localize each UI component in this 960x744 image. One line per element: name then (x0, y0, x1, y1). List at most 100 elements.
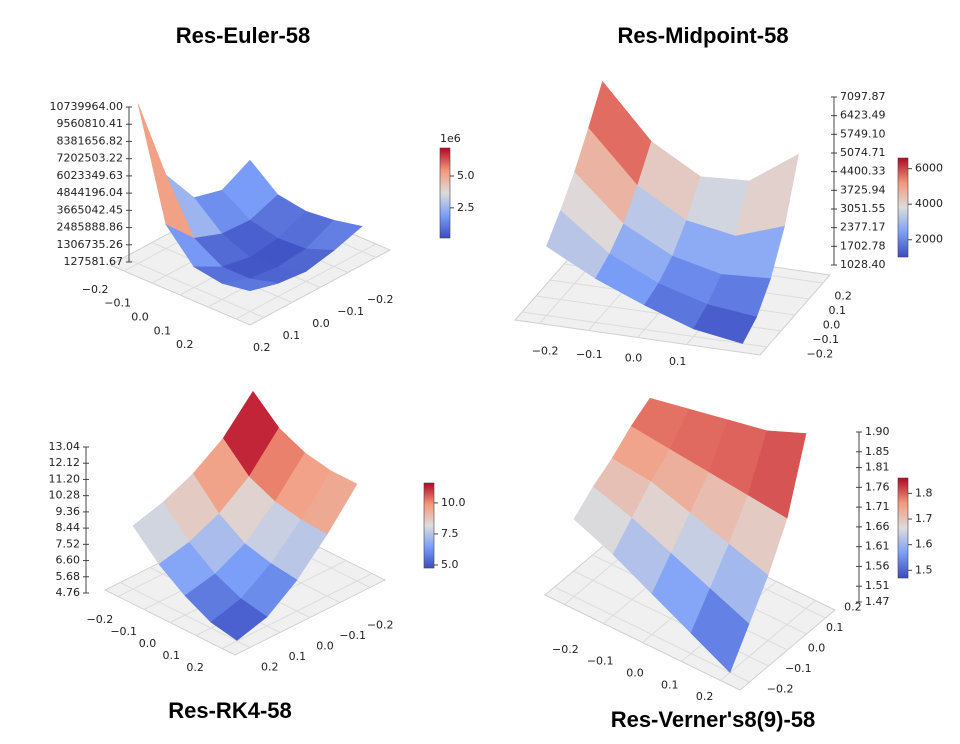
y-tick-label: −0.1 (812, 333, 839, 346)
y-grid-line (119, 582, 251, 648)
z-tick-label: 1702.78 (840, 239, 886, 252)
z-tick-label: 1.71 (865, 500, 890, 513)
z-tick-label: 6423.49 (840, 109, 886, 122)
colorbar-tick-label: 1.6 (915, 538, 933, 551)
y-tick-label: −0.1 (337, 305, 364, 318)
z-tick-label: 2377.17 (840, 221, 886, 234)
y-tick-label: 0.1 (289, 650, 307, 663)
y-tick-label: 0.2 (261, 661, 279, 674)
x-tick-label: −0.2 (87, 613, 114, 626)
y-tick-label: 0.1 (283, 329, 301, 342)
z-tick-label: 8381656.82 (57, 134, 123, 147)
y-tick-label: −0.2 (367, 618, 394, 631)
y-tick-label: 0.0 (312, 317, 330, 330)
colorbar-tick-label: 5.0 (457, 169, 475, 182)
colorbar (897, 477, 909, 579)
z-tick-label: 1.66 (865, 520, 890, 533)
y-tick-label: 0.0 (823, 319, 841, 332)
z-tick-label: 1.90 (865, 425, 890, 438)
y-tick-label: 0.1 (826, 621, 844, 634)
colorbar-tick-label: 1.8 (915, 486, 933, 499)
y-tick-label: −0.1 (785, 662, 812, 675)
subplot-title: Res-Euler-58 (176, 23, 311, 48)
z-tick-label: 13.04 (49, 440, 81, 453)
z-tick-label: 7.52 (56, 537, 81, 550)
colorbar-tick-label: 2000 (915, 233, 943, 246)
x-tick-label: 0.2 (176, 338, 194, 351)
x-tick-label: 0.1 (661, 678, 679, 691)
y-grid-line (521, 311, 768, 348)
z-tick-label: 1.56 (865, 559, 890, 572)
colorbar-tick-label: 10.0 (441, 496, 466, 509)
z-tick-label: 10.28 (49, 489, 81, 502)
z-tick-label: 1.76 (865, 480, 890, 493)
colorbar-offset: 1e6 (440, 132, 461, 145)
x-tick-label: −0.2 (82, 283, 109, 296)
x-tick-label: 0.0 (139, 637, 157, 650)
y-tick-label: −0.2 (367, 293, 394, 306)
subplot-title: Res-Midpoint-58 (617, 23, 788, 48)
z-tick-label: 127581.67 (64, 255, 124, 268)
colorbar (423, 482, 435, 569)
y-tick-label: 0.0 (316, 640, 334, 653)
z-tick-label: 11.20 (49, 472, 81, 485)
z-tick-label: 3051.55 (840, 202, 886, 215)
z-tick-label: 4.76 (56, 586, 81, 599)
z-tick-label: 6.60 (56, 554, 81, 567)
x-tick-label: 0.2 (186, 661, 204, 674)
x-tick-label: 0.0 (131, 311, 149, 324)
colorbar-tick-label: 4000 (915, 197, 943, 210)
y-tick-label: 0.1 (829, 304, 847, 317)
surface-patch (221, 278, 279, 292)
x-tick-label: 0.1 (669, 355, 687, 368)
colorbar-tick-label: 5.0 (441, 558, 459, 571)
x-tick-label: 0.1 (163, 649, 181, 662)
x-tick-label: −0.1 (104, 297, 131, 310)
x-tick-label: 0.0 (625, 352, 643, 365)
z-tick-label: 1.81 (865, 461, 890, 474)
colorbar-tick-label: 6000 (915, 162, 943, 175)
subplot: Res-Verner's8(9)-58 1.47 1.51 1.56 1.61 1.66 1… (544, 397, 933, 732)
z-tick-label: 10739964.00 (50, 100, 123, 113)
x-tick-label: 0.1 (154, 324, 172, 337)
y-tick-label: −0.2 (807, 348, 834, 361)
z-tick-label: 2485888.86 (57, 221, 123, 234)
y-tick-label: 0.2 (253, 341, 271, 354)
y-tick-label: −0.1 (339, 629, 366, 642)
colorbar (897, 157, 909, 258)
y-tick-label: −0.2 (767, 683, 794, 696)
subplot-title: Res-Verner's8(9)-58 (611, 707, 816, 732)
z-tick-label: 1.51 (865, 579, 890, 592)
x-tick-label: −0.1 (110, 625, 137, 638)
z-tick-label: 5.68 (56, 570, 81, 583)
z-tick-label: 6023349.63 (57, 169, 123, 182)
x-tick-label: −0.2 (552, 643, 579, 656)
y-grid-line (554, 586, 750, 683)
surface-patch (210, 598, 268, 641)
z-tick-label: 5074.71 (840, 146, 886, 159)
colorbar-tick-label: 1.5 (915, 563, 933, 576)
colorbar-tick-label: 2.5 (457, 201, 475, 214)
colorbar-tick-label: 7.5 (441, 527, 459, 540)
y-grid-line (123, 257, 265, 318)
x-tick-label: −0.2 (532, 345, 559, 358)
colorbar (439, 147, 451, 239)
z-tick-label: 1306735.26 (57, 238, 123, 251)
x-tick-label: −0.1 (576, 348, 603, 361)
z-tick-label: 4844196.04 (57, 186, 123, 199)
subplot: Res-Euler-58 127581.67 1306735.26 2485888.8… (50, 23, 475, 354)
z-tick-label: 8.44 (56, 521, 81, 534)
z-tick-label: 9.36 (56, 505, 81, 518)
z-tick-label: 4400.33 (840, 165, 886, 178)
z-tick-label: 7097.87 (840, 90, 886, 103)
z-tick-label: 5749.10 (840, 127, 886, 140)
x-tick-label: 0.0 (626, 667, 644, 680)
z-tick-label: 7202503.22 (57, 152, 123, 165)
x-tick-label: −0.1 (587, 655, 614, 668)
z-tick-label: 3725.94 (840, 183, 886, 196)
z-tick-label: 1.61 (865, 540, 890, 553)
surface-patch (693, 304, 757, 344)
y-tick-label: 0.2 (834, 289, 852, 302)
z-tick-label: 1.85 (865, 445, 890, 458)
